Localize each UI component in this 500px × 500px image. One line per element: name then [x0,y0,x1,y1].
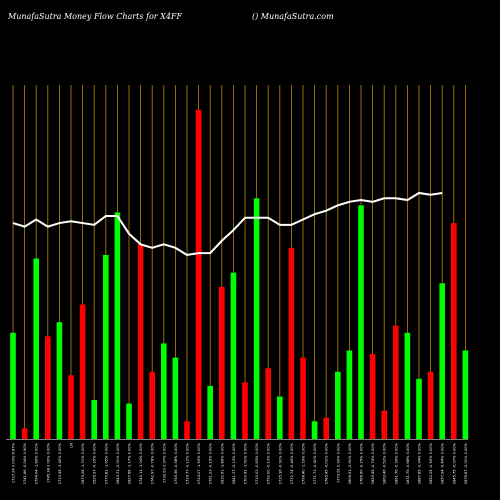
x-tick-label: 1863.46 -0.52% 0.00% [383,442,387,484]
bar-green [416,378,422,439]
bar-red [381,410,387,439]
bar-red [369,354,376,439]
bar-green [103,254,109,439]
bar-red [288,247,295,439]
x-tick-label: 1745.38 0.00% 0.00% [46,442,50,483]
bar-red [451,223,457,439]
bar-red [242,382,248,439]
bar-red [300,357,306,439]
x-tick-label: 1831.75 -0.68% 0.00% [406,442,410,484]
x-tick-label: 1772.74 -0.44% 0.00% [290,442,294,484]
bar-red [68,375,74,439]
x-tick-label: 1741.86 -0.04% 0.90% [23,442,27,484]
bar-green [404,332,411,439]
bar-green [277,396,283,439]
bar-red [393,325,399,439]
x-tick-label: 1679.28 -1.71% 0.00% [81,442,85,484]
x-tick-label: 1852.25 -0.50% 0.00% [429,442,433,484]
bar-red [323,417,329,439]
bar-green [33,258,39,439]
x-tick-label: 1700.41 -1.61% 0.00% [244,442,248,484]
x-tick-label: 1740.11 -1.04% 0.00% [139,442,143,484]
x-tick-labels: 1737.24 0.00%-6.87% 1741.86 -0.04% 0.90% 1… [12,442,468,484]
x-tick-label: 1526.97 -0.35% 0.00% [93,442,97,484]
bar-red [195,109,202,439]
x-tick-label: 1827.66 -1.17% 0.00% [128,442,132,484]
x-tick-label: 1713.49 -3.40% 0.00% [58,442,62,484]
x-tick-label: 1861.76 -0.99% 0.00% [394,442,398,484]
bar-green [207,385,213,439]
bar-green [439,283,445,439]
x-tick-label: 1829.45 -0.74% 0.00% [371,442,375,484]
x-tick-label: 1742.97 -0.78% 0.00% [151,442,155,484]
x-tick-label: 1832.61 -3.86% 0.00% [220,442,224,484]
bar-green [311,421,318,439]
bar-red [184,421,190,439]
bar-green [230,272,237,439]
bar-red [137,244,144,439]
x-tick-label: 1887.85 -0.04% 0.00% [418,442,422,484]
bar-green [462,350,469,439]
x-tick-label: 1732.63 0.97% 0.00% [162,442,166,483]
money-flow-line [12,191,443,256]
bar-red [45,336,51,439]
x-tick-label: 1843.71 -0.01% 0.00% [116,442,120,484]
x-tick-label: 1710.02 -0.83% 0.00% [255,442,259,484]
bar-green [56,322,63,439]
x-tick-label: 1798.40 -1.29% 0.00% [302,442,306,484]
bar-green [114,212,121,439]
bar-red [219,286,225,439]
bars [10,109,469,439]
bar-red [21,428,28,439]
x-tick-label: 1878.87 -0.01% 0.00% [464,442,468,484]
x-tick-label: LN [70,443,74,448]
bar-green [161,343,167,439]
x-tick-label: 1724.27 -1.53% 0.00% [197,442,201,484]
bar-red [79,304,86,439]
x-tick-label: 1785.45 -0.01% 0.00% [325,442,329,484]
x-tick-label: 1857.94 -0.44% 0.00% [441,442,445,484]
bar-green [253,198,260,439]
bar-green [10,332,16,439]
bar-red [149,371,155,439]
x-tick-label: 1739.77 -0.12% 0.00% [186,442,190,484]
bar-green [335,371,341,439]
bar-red [427,371,434,439]
bar-green [346,350,353,439]
x-tick-label: 1806.91 -0.61% 0.00% [348,442,352,484]
x-tick-label: 1794.04 -1.89% 0.00% [35,442,39,484]
bar-green [91,400,97,439]
x-tick-label: 1786.60 -0.25% 0.00% [360,442,364,484]
x-tick-label: 1761.23 -0.29% 0.00% [209,442,213,484]
x-tick-label: 1771.71 -0.41% 0.00% [313,442,317,484]
x-tick-label: 1752.00 -0.13% 0.00% [267,442,271,484]
bar-green [172,357,179,439]
bar-green [126,403,132,439]
x-tick-label: 1841.37 -0.13% 0.00% [232,442,236,484]
site-credit: () MunafaSutra.com [252,12,334,21]
bar-red [265,368,271,439]
x-tick-label: 1755.36 -0.58% 0.00% [174,442,178,484]
x-tick-label: 1770.81 -1.65% 0.00% [104,442,108,484]
chart-title-left: MunafaSutra Money Flow Charts for X4FF [8,12,183,21]
bar-green [358,205,364,439]
x-tick-label: 1735.36 -0.91% 0.00% [278,442,282,484]
x-tick-label: 1737.24 0.00%-6.87% [12,442,16,483]
x-tick-label: 1845.75 -0.07% 0.00% [452,442,456,484]
x-tick-label: 1773.61 0.90% 0.00% [336,442,340,483]
